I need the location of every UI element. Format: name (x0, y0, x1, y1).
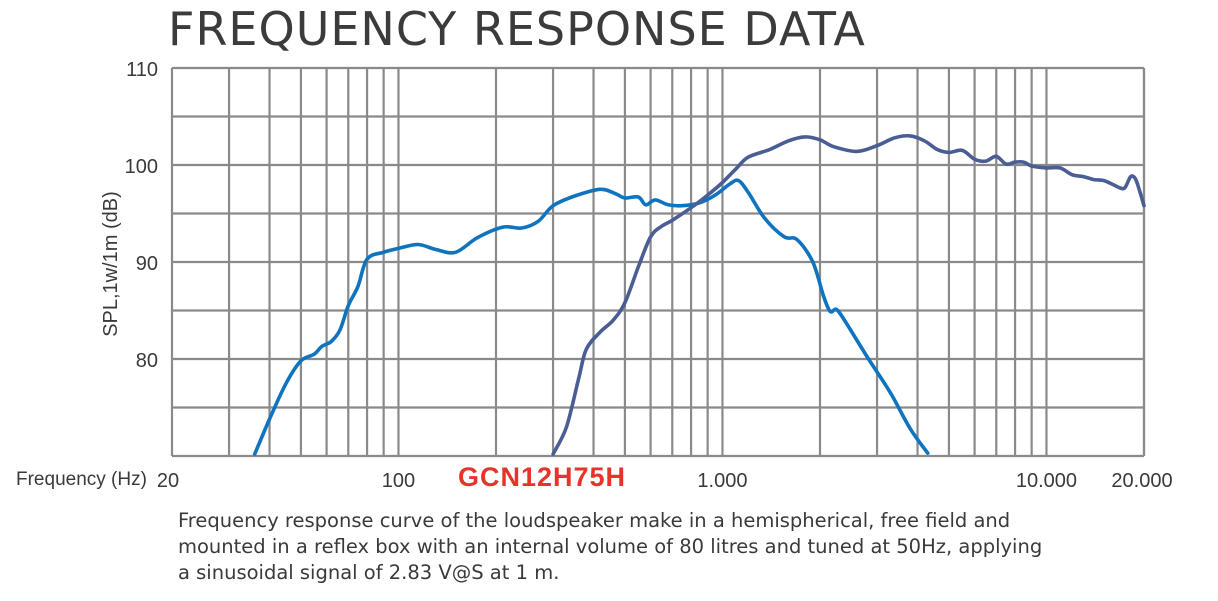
caption-line-1: Frequency response curve of the loudspea… (178, 509, 1011, 532)
response-curve-1 (252, 178, 930, 456)
chart-caption: Frequency response curve of the loudspea… (178, 508, 1118, 586)
x-tick-label: 20 (157, 470, 179, 492)
response-curve-2 (551, 133, 1146, 456)
chart-tick-labels: 80 90 100 110 20 100 1.000 10.000 20.000 (125, 59, 1173, 492)
caption-line-2: mounted in a reflex box with an internal… (178, 535, 1043, 558)
x-axis-label: Frequency (Hz) (16, 469, 147, 490)
y-tick-label: 100 (125, 156, 158, 178)
chart-grid (170, 66, 1146, 458)
x-tick-label: 100 (382, 470, 415, 492)
y-tick-label: 110 (126, 59, 158, 81)
chart-title: FREQUENCY RESPONSE DATA (168, 2, 866, 56)
y-tick-label: 80 (136, 350, 158, 372)
caption-line-3: a sinusoidal signal of 2.83 V@S at 1 m. (178, 561, 560, 584)
x-tick-label: 10.000 (1016, 470, 1077, 492)
x-tick-label: 1.000 (697, 470, 747, 492)
chart-curves (252, 133, 1146, 456)
model-label: GCN12H75H (458, 462, 627, 492)
x-tick-label: 20.000 (1111, 470, 1172, 492)
y-axis-label: SPL,1w/1m (dB) (100, 191, 122, 337)
y-tick-label: 90 (136, 253, 158, 275)
